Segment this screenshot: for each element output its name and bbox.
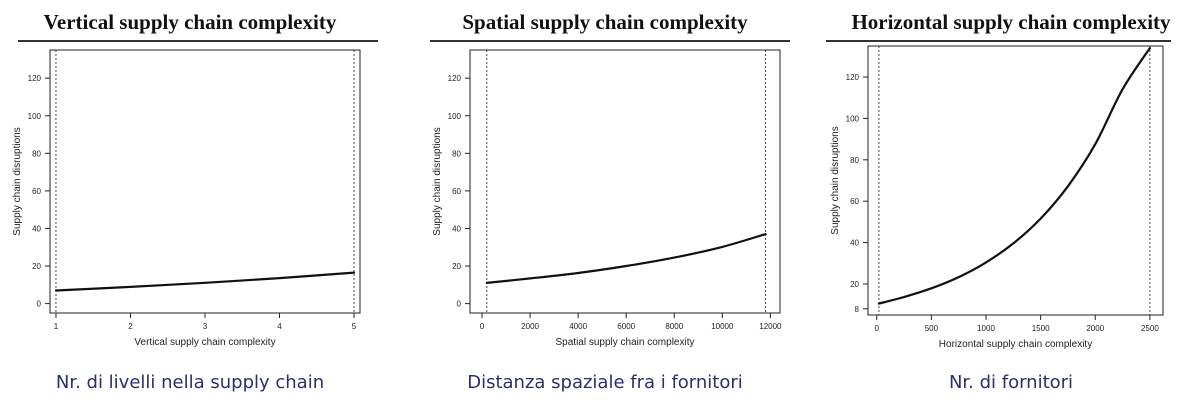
x-tick-label: 1 bbox=[54, 322, 59, 331]
y-tick-label: 60 bbox=[850, 197, 859, 206]
y-tick-label: 40 bbox=[32, 224, 41, 233]
y-axis-label: Supply chain disruptions bbox=[12, 127, 23, 235]
plot-frame bbox=[867, 45, 1164, 316]
chart-caption: Nr. di fornitori bbox=[948, 372, 1074, 393]
x-tick-label: 2000 bbox=[1086, 324, 1104, 333]
y-tick-label: 40 bbox=[452, 224, 461, 233]
y-axis-label: Supply chain disruptions bbox=[432, 127, 443, 235]
y-tick-label: 20 bbox=[452, 262, 461, 271]
y-tick-label: 0 bbox=[37, 300, 42, 309]
y-tick-label: 40 bbox=[850, 239, 859, 248]
y-tick-label: 60 bbox=[32, 187, 41, 196]
y-tick-label: 100 bbox=[28, 112, 42, 121]
y-tick-label: 120 bbox=[846, 73, 860, 82]
x-tick-label: 10000 bbox=[711, 322, 734, 331]
x-tick-label: 1500 bbox=[1032, 324, 1050, 333]
plot-frame bbox=[49, 49, 361, 314]
y-tick-label: 100 bbox=[846, 114, 860, 123]
x-tick-label: 2500 bbox=[1141, 324, 1159, 333]
title-rule bbox=[430, 40, 790, 42]
chart-title: Vertical supply chain complexity bbox=[43, 10, 337, 34]
x-tick-label: 12000 bbox=[759, 322, 782, 331]
x-tick-label: 0 bbox=[480, 322, 485, 331]
y-tick-label: 120 bbox=[448, 74, 462, 83]
chart-title: Horizontal supply chain complexity bbox=[851, 10, 1171, 34]
plot-area: 0 500 1000 1500 2000 2500 8 20 40 60 80 100 120 Horiz… bbox=[830, 45, 1164, 350]
x-tick-label: 3 bbox=[203, 322, 208, 331]
y-tick-label: 120 bbox=[28, 74, 42, 83]
x-tick-label: 0 bbox=[875, 324, 880, 333]
chart-title: Spatial supply chain complexity bbox=[462, 10, 748, 34]
y-tick-label: 80 bbox=[32, 149, 41, 158]
x-tick-label: 8000 bbox=[665, 322, 683, 331]
x-tick-label: 6000 bbox=[617, 322, 635, 331]
title-rule bbox=[826, 40, 1171, 42]
y-axis-label: Supply chain disruptions bbox=[830, 126, 841, 234]
y-tick-label: 60 bbox=[452, 187, 461, 196]
x-tick-label: 4 bbox=[277, 322, 282, 331]
y-tick-label: 0 bbox=[457, 300, 462, 309]
y-tick-label: 8 bbox=[855, 305, 860, 314]
y-tick-label: 100 bbox=[448, 112, 462, 121]
chart-caption: Distanza spaziale fra i fornitori bbox=[467, 372, 743, 393]
y-tick-label: 80 bbox=[850, 156, 859, 165]
series-line bbox=[54, 271, 356, 292]
x-tick-label: 500 bbox=[925, 324, 939, 333]
chart-panel-vertical: Vertical supply chain complexity 1 2 3 4 5 0 2… bbox=[10, 0, 378, 410]
chart-panel-horizontal: Horizontal supply chain complexity 0 500 1… bbox=[826, 0, 1196, 410]
x-axis-label: Vertical supply chain complexity bbox=[134, 337, 275, 348]
x-tick-label: 2000 bbox=[521, 322, 539, 331]
y-tick-label: 80 bbox=[452, 149, 461, 158]
series-line bbox=[485, 233, 767, 284]
series-line bbox=[877, 47, 1151, 305]
chart-caption: Nr. di livelli nella supply chain bbox=[55, 372, 325, 393]
x-tick-label: 4000 bbox=[569, 322, 587, 331]
y-tick-label: 20 bbox=[850, 280, 859, 289]
title-rule bbox=[18, 40, 378, 42]
plot-area: 1 2 3 4 5 0 20 40 60 80 100 120 Vertical supply chai… bbox=[12, 49, 361, 348]
x-tick-label: 5 bbox=[352, 322, 357, 331]
x-tick-label: 1000 bbox=[977, 324, 995, 333]
x-axis-label: Horizontal supply chain complexity bbox=[939, 339, 1092, 350]
plot-frame bbox=[469, 49, 781, 314]
chart-panel-spatial: Spatial supply chain complexity 0 2000 400… bbox=[425, 0, 790, 410]
x-tick-label: 2 bbox=[128, 322, 133, 331]
y-tick-label: 20 bbox=[32, 262, 41, 271]
plot-area: 0 2000 4000 6000 8000 10000 12000 0 20 40 60 80 100 1… bbox=[432, 49, 782, 348]
x-axis-label: Spatial supply chain complexity bbox=[556, 337, 695, 348]
